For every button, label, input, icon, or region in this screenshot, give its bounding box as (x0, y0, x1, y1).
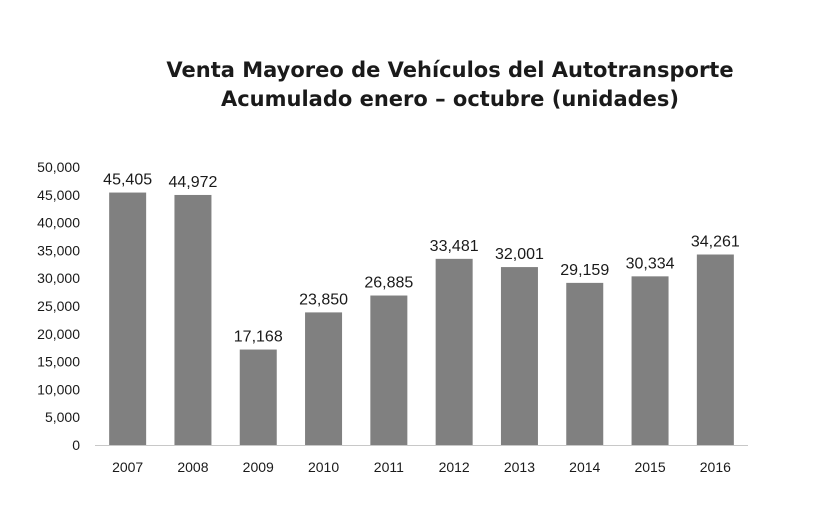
x-tick-label: 2012 (439, 459, 470, 475)
bar-2012 (435, 258, 473, 445)
y-tick-label: 25,000 (37, 298, 80, 314)
bar-2007 (109, 192, 147, 445)
y-tick-label: 50,000 (37, 159, 80, 175)
data-label-2008: 44,972 (168, 174, 217, 191)
bar-2016 (696, 254, 734, 445)
chart-title: Venta Mayoreo de Vehículos del Autotrans… (166, 58, 734, 82)
data-label-2014: 29,159 (560, 262, 609, 279)
bar-2011 (370, 295, 408, 445)
bars (109, 192, 734, 445)
x-axis: 2007 2008 2009 2010 2011 2012 2013 2014 2015 2016 (95, 445, 748, 475)
data-label-2015: 30,334 (626, 255, 675, 272)
data-label-2007: 45,405 (103, 172, 152, 189)
y-tick-label: 0 (72, 437, 80, 453)
x-tick-label: 2014 (569, 459, 600, 475)
x-tick-label: 2011 (374, 459, 404, 475)
y-tick-label: 5,000 (45, 409, 80, 425)
data-labels: 45,405 44,972 17,168 23,850 26,885 33,481 32,0… (103, 172, 740, 346)
x-tick-label: 2013 (504, 459, 535, 475)
x-tick-label: 2009 (243, 459, 274, 475)
bar-2013 (500, 267, 538, 445)
data-label-2010: 23,850 (299, 291, 348, 308)
y-tick-label: 20,000 (37, 326, 80, 342)
bar-2015 (631, 276, 669, 445)
y-tick-label: 15,000 (37, 354, 80, 370)
x-tick-label: 2008 (177, 459, 208, 475)
bar-2009 (239, 349, 277, 445)
chart-subtitle: Acumulado enero – octubre (unidades) (220, 87, 680, 111)
x-tick-label: 2007 (112, 459, 143, 475)
y-tick-label: 35,000 (37, 242, 80, 258)
data-label-2016: 34,261 (691, 234, 740, 251)
y-tick-label: 40,000 (37, 215, 80, 231)
data-label-2011: 26,885 (364, 275, 413, 292)
x-tick-label: 2016 (700, 459, 731, 475)
y-axis-ticks: 0 5,000 10,000 15,000 20,000 25,000 30,000 35,0… (37, 159, 80, 453)
y-tick-label: 30,000 (37, 270, 80, 286)
chart-title-block: Venta Mayoreo de Vehículos del Autotrans… (160, 56, 740, 114)
bar-2008 (174, 194, 212, 445)
x-tick-label: 2010 (308, 459, 339, 475)
bar-2014 (566, 282, 604, 445)
data-label-2009: 17,168 (234, 329, 283, 346)
data-label-2013: 32,001 (495, 246, 544, 263)
bar-2010 (305, 312, 343, 445)
y-tick-label: 10,000 (37, 381, 80, 397)
x-tick-label: 2015 (634, 459, 665, 475)
data-label-2012: 33,481 (430, 238, 479, 255)
y-tick-label: 45,000 (37, 187, 80, 203)
